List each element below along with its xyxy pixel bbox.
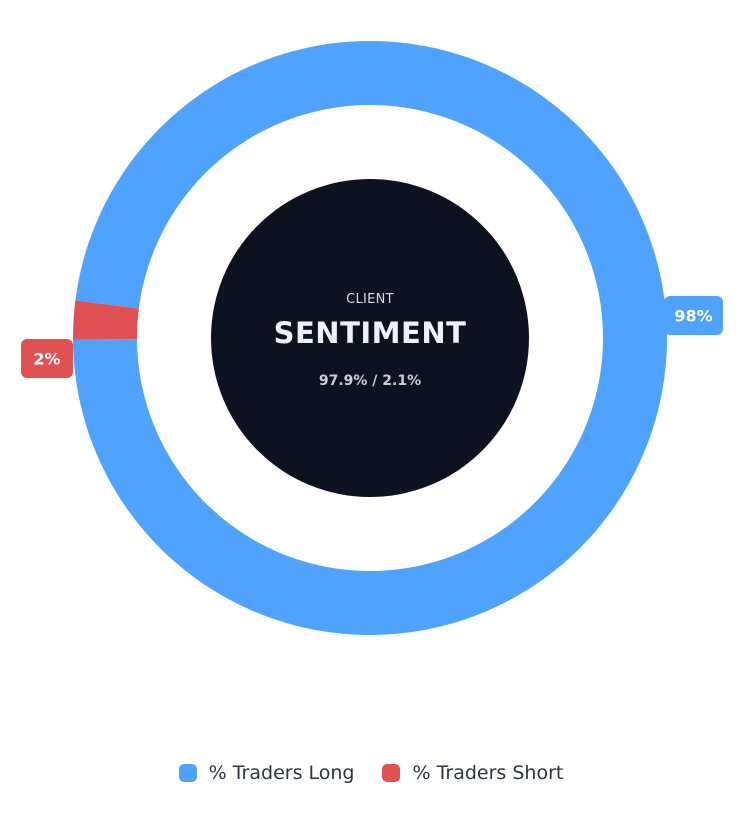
legend-swatch-long <box>178 764 197 782</box>
legend-item-long[interactable]: % Traders Long <box>178 762 355 784</box>
center-label-client: CLIENT <box>346 292 394 307</box>
legend-label-short: % Traders Short <box>412 762 564 784</box>
legend-item-short[interactable]: % Traders Short <box>382 762 563 784</box>
chart-svg: CLIENT SENTIMENT 97.9% / 2.1% 98% 2% <box>21 40 723 635</box>
data-label-short: 2% <box>21 339 73 378</box>
chart-legend: % Traders Long % Traders Short <box>0 762 742 784</box>
center-ratio-text: 97.9% / 2.1% <box>319 373 421 389</box>
legend-swatch-short <box>382 764 401 782</box>
legend-label-long: % Traders Long <box>208 762 355 784</box>
center-label-sentiment: SENTIMENT <box>274 316 467 350</box>
center-disc <box>211 179 529 497</box>
svg-text:98%: 98% <box>674 307 712 326</box>
sentiment-donut-chart: CLIENT SENTIMENT 97.9% / 2.1% 98% 2% <box>21 40 723 635</box>
donut-slice-short[interactable] <box>73 300 139 340</box>
data-label-long: 98% <box>664 296 723 335</box>
svg-text:2%: 2% <box>33 350 60 369</box>
